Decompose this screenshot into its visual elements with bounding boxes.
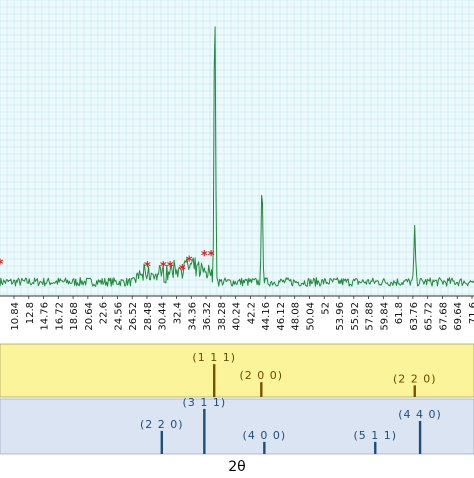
- peak-marker-6: *: [201, 249, 208, 264]
- peak-marker-3: *: [167, 260, 174, 275]
- diffraction-trace: [0, 26, 474, 287]
- x-tick-label-24: 57.88: [365, 302, 376, 331]
- x-tick-label-29: 67.68: [438, 302, 449, 331]
- x-tick-label-21: 52: [320, 302, 331, 315]
- x-tick-label-19: 48.08: [291, 302, 302, 331]
- reference-band-1: [0, 343, 474, 398]
- reference-lines: (1 1 1) (2 0 0) (2 2 0) (2 2 0) (3 1 1) (4 0 …: [140, 351, 442, 454]
- ref-label-1-0: (2 2 0): [140, 418, 184, 431]
- x-tick-label-16: 42.2: [246, 302, 257, 324]
- x-tick-label-10: 30.44: [158, 302, 169, 331]
- x-tick-label-12: 34.36: [187, 302, 198, 331]
- x-tick-label-22: 53.96: [335, 302, 346, 331]
- ref-label-1-4: (4 4 0): [398, 408, 442, 421]
- x-tick-label-18: 46.12: [276, 302, 287, 331]
- x-tick-label-15: 40.24: [232, 302, 243, 331]
- x-tick-label-30: 69.64: [453, 302, 464, 331]
- peak-marker-4: *: [179, 263, 186, 278]
- x-tick-label-27: 63.76: [409, 302, 420, 331]
- ref-label-1-2: (4 0 0): [243, 429, 287, 442]
- peak-marker-0: *: [0, 257, 4, 272]
- x-tick-label-13: 36.32: [202, 302, 213, 331]
- peak-marker-2: *: [160, 260, 167, 275]
- x-tick-label-20: 50.04: [305, 302, 316, 331]
- x-tick-label-26: 61.8: [394, 302, 405, 324]
- x-tick-label-8: 26.52: [128, 302, 139, 331]
- ref-label-1-3: (5 1 1): [353, 429, 397, 442]
- ref-label-0-2: (2 2 0): [393, 372, 437, 385]
- ref-label-1-1: (3 1 1): [183, 396, 227, 409]
- peak-marker-5: *: [186, 255, 193, 270]
- plot-background: [0, 0, 474, 296]
- x-tick-label-28: 65.72: [424, 302, 435, 331]
- x-tick-label-5: 20.64: [84, 302, 95, 331]
- x-tick-label-3: 16.72: [54, 302, 65, 331]
- x-tick-label-4: 18.68: [69, 302, 80, 331]
- ref-label-0-1: (2 0 0): [240, 369, 284, 382]
- x-tick-label-0: 10.84: [10, 302, 21, 331]
- peak-marker-7: *: [208, 249, 215, 264]
- ref-label-0-0: (1 1 1): [192, 351, 236, 364]
- peak-marker-1: *: [144, 260, 151, 275]
- reference-band-2: [0, 398, 474, 455]
- x-tick-label-25: 59.84: [379, 302, 390, 331]
- grid-lines: [0, 0, 474, 296]
- x-tick-label-23: 55.92: [350, 302, 361, 331]
- x-tick-label-6: 22.6: [99, 302, 110, 324]
- x-tick-label-7: 24.56: [113, 302, 124, 331]
- x-axis-ticks: 10.84 12.8 14.76 16.72 18.68 20.64 22.6 24.56 26…: [10, 296, 474, 331]
- x-tick-label-31: 71.6: [468, 302, 474, 324]
- x-tick-label-11: 32.4: [173, 302, 184, 324]
- peak-markers: ********: [0, 249, 215, 278]
- x-tick-label-9: 28.48: [143, 302, 154, 331]
- x-tick-label-1: 12.8: [25, 302, 36, 324]
- x-tick-label-17: 44.16: [261, 302, 272, 331]
- x-tick-label-2: 14.76: [40, 302, 51, 331]
- x-tick-label-14: 38.28: [217, 302, 228, 331]
- x-axis-label: 2θ: [228, 459, 245, 474]
